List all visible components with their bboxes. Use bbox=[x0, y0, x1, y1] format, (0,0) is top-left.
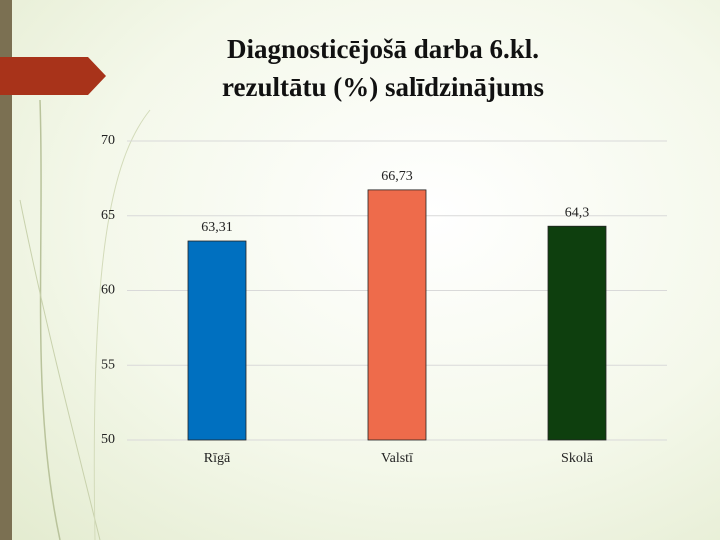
bar bbox=[547, 225, 607, 441]
left-strip bbox=[0, 0, 12, 540]
y-tick-label: 70 bbox=[101, 133, 115, 148]
accent-tab bbox=[0, 57, 106, 95]
bar bbox=[187, 240, 247, 441]
decor-line bbox=[93, 109, 151, 540]
data-label: 64,3 bbox=[565, 205, 590, 220]
decor-line bbox=[39, 99, 61, 540]
data-label: 63,31 bbox=[201, 220, 233, 235]
decor-line bbox=[19, 199, 101, 540]
x-tick-label: Skolā bbox=[561, 451, 594, 466]
y-tick-label: 55 bbox=[101, 357, 115, 372]
data-label: 66,73 bbox=[381, 169, 413, 184]
chart-title: Diagnosticējošā darba 6.kl. rezultātu (%… bbox=[222, 34, 544, 102]
y-tick-label: 65 bbox=[101, 208, 115, 223]
x-tick-label: Valstī bbox=[381, 451, 414, 466]
x-tick-label: Rīgā bbox=[204, 451, 231, 466]
bar bbox=[367, 189, 427, 441]
y-tick-label: 50 bbox=[101, 432, 115, 447]
y-tick-label: 60 bbox=[101, 283, 115, 298]
